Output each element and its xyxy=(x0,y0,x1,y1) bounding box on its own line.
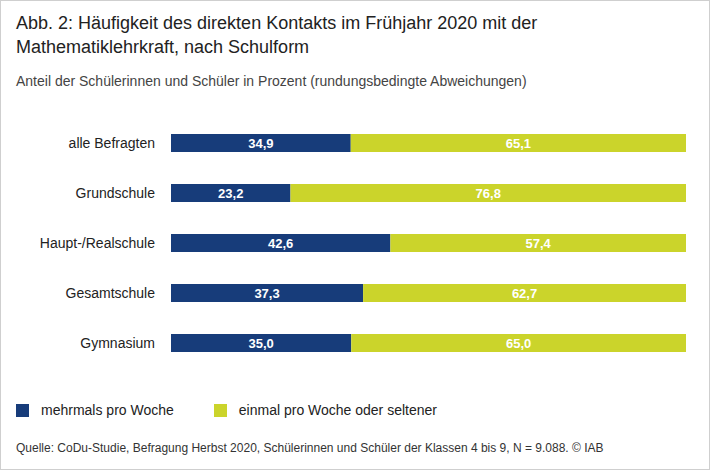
svg-text:alle Befragten: alle Befragten xyxy=(69,135,155,151)
svg-text:62,7: 62,7 xyxy=(512,286,537,301)
svg-text:Gesamtschule: Gesamtschule xyxy=(66,285,156,301)
html-text:Abb. 2: Häufigkeit des direkte: Abb. 2: Häufigkeit des direkten Kontakts… xyxy=(16,13,538,57)
html-text:mehrmals pro Woche: mehrmals pro Woche xyxy=(41,402,174,418)
svg-text:42,6: 42,6 xyxy=(268,236,293,251)
html-text:Anteil der Schülerinnen und Sc: Anteil der Schülerinnen und Schüler in P… xyxy=(16,73,527,89)
svg-text:76,8: 76,8 xyxy=(476,186,501,201)
html-text:einmal pro Woche oder seltener: einmal pro Woche oder seltener xyxy=(238,402,437,418)
svg-text:35,0: 35,0 xyxy=(248,336,273,351)
svg-text:37,3: 37,3 xyxy=(254,286,279,301)
svg-text:65,1: 65,1 xyxy=(506,136,531,151)
svg-text:Haupt-/Realschule: Haupt-/Realschule xyxy=(40,235,155,251)
html-text:Quelle: CoDu-Studie, Befragung: Quelle: CoDu-Studie, Befragung Herbst 20… xyxy=(16,441,604,455)
svg-text:57,4: 57,4 xyxy=(526,236,552,251)
svg-text:34,9: 34,9 xyxy=(248,136,273,151)
svg-text:65,0: 65,0 xyxy=(506,336,531,351)
svg-text:Grundschule: Grundschule xyxy=(76,185,156,201)
svg-text:23,2: 23,2 xyxy=(218,186,243,201)
svg-text:Gymnasium: Gymnasium xyxy=(80,335,155,351)
